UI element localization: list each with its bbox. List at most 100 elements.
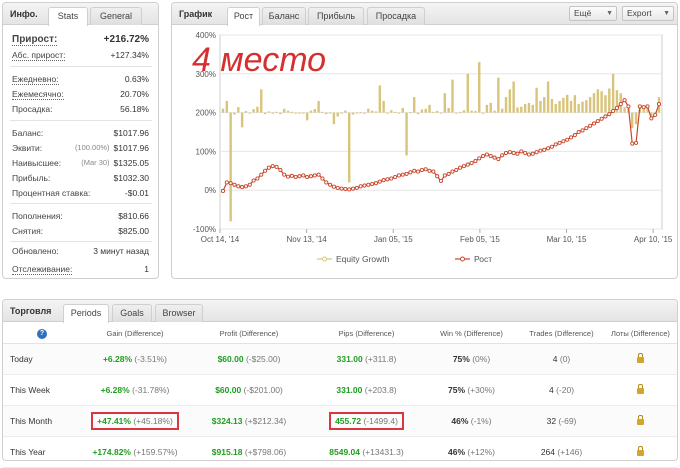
equity-bar <box>451 79 454 113</box>
legend-growth-marker <box>460 256 465 262</box>
equity-bar <box>221 108 225 113</box>
col-trades[interactable]: Trades (Difference) <box>519 324 604 344</box>
lock-icon[interactable] <box>637 352 644 363</box>
drawdown-value: 56.18% <box>120 104 149 114</box>
tab-profit[interactable]: Прибыль <box>308 7 364 25</box>
tab-goals[interactable]: Goals <box>112 304 152 322</box>
tab-periods[interactable]: Periods <box>63 304 109 323</box>
equity-bar <box>390 110 393 113</box>
col-profit[interactable]: Profit (Difference) <box>189 324 309 344</box>
growth-point <box>446 171 451 176</box>
growth-point <box>484 152 489 157</box>
export-label: Export <box>627 8 652 18</box>
tab-growth[interactable]: Рост <box>227 7 260 26</box>
tracking-link[interactable]: Отслеживание: <box>12 264 73 275</box>
tab-browser[interactable]: Browser <box>155 304 203 322</box>
equity-bar <box>531 104 534 113</box>
updated-label: Обновлено: <box>12 246 59 256</box>
highest-value: $1325.05 <box>113 158 149 168</box>
equity-bar <box>508 89 512 113</box>
win-value: 46% <box>447 446 465 457</box>
divider <box>10 241 152 242</box>
gain-cell: +47.41% (+45.18%) <box>81 405 189 437</box>
growth-point <box>324 180 329 185</box>
equity-bar <box>600 91 603 113</box>
equity-bar <box>256 106 259 113</box>
pips-value: 455.72 <box>335 415 362 426</box>
tab-general[interactable]: General <box>90 7 142 25</box>
win-value: 75% <box>452 353 470 364</box>
equity-bar <box>267 111 271 113</box>
growth-point <box>511 150 516 156</box>
equity-bar <box>646 106 649 113</box>
equity-bar <box>470 110 473 113</box>
equity-note: (100.00%) <box>74 143 110 152</box>
help-cell: ? <box>3 324 81 344</box>
y-tick-label: -100% <box>193 225 216 234</box>
equity-bar <box>642 107 645 113</box>
gain-diff: (-31.78%) <box>132 384 170 395</box>
col-gain[interactable]: Gain (Difference) <box>81 324 189 344</box>
equity-bar <box>282 108 286 113</box>
pips-diff: (+311.8) <box>365 353 397 364</box>
y-tick-label: 0% <box>204 186 216 195</box>
growth-point <box>634 140 639 145</box>
equity-bar <box>340 112 343 114</box>
growth-point <box>492 155 497 160</box>
growth-point <box>461 164 466 169</box>
tab-drawdown[interactable]: Просадка <box>367 7 425 25</box>
info-row-daily: Ежедневно: 0.63% <box>12 74 149 85</box>
growth-point <box>370 181 375 187</box>
export-dropdown[interactable]: Export ▼ <box>622 6 674 21</box>
growth-point <box>419 167 424 173</box>
equity-bar <box>462 110 466 113</box>
gain-value: +6.28% <box>102 353 133 364</box>
growth-point <box>595 119 600 124</box>
equity-bar <box>309 110 313 113</box>
tab-balance[interactable]: Баланс <box>262 7 306 25</box>
growth-point <box>588 123 593 128</box>
col-lots[interactable]: Лоты (Difference) <box>604 324 677 344</box>
divider <box>10 203 152 204</box>
equity-bar <box>248 112 251 114</box>
balance-value: $1017.96 <box>113 128 149 138</box>
equity-bar <box>504 97 508 113</box>
info-row-updated: Обновлено: 3 минут назад <box>12 246 149 256</box>
col-pips[interactable]: Pips (Difference) <box>309 324 424 344</box>
growth-point <box>653 112 658 117</box>
profit-cell: $60.00 (-$25.00) <box>189 343 309 375</box>
periods-table: ? Gain (Difference) Profit (Difference) … <box>3 324 677 468</box>
growth-point <box>614 105 619 110</box>
info-row-monthly: Ежемесячно: 20.70% <box>12 89 149 100</box>
info-panel-header: Инфо. Stats General <box>3 3 158 26</box>
growth-point <box>408 170 413 175</box>
interest-value: -$0.01 <box>124 188 149 198</box>
col-win[interactable]: Win % (Difference) <box>424 324 519 344</box>
equity-bar <box>225 100 229 113</box>
more-dropdown[interactable]: Ещё ▼ <box>569 6 617 21</box>
period-label: Today <box>3 343 81 375</box>
profit-value: $324.13 <box>211 415 243 426</box>
abs-gain-label: Абс. прирост: <box>12 50 66 61</box>
chart-panel-title: График <box>179 9 213 19</box>
equity-bar <box>252 109 255 113</box>
period-label: This Week <box>3 374 81 406</box>
gain-value: +174.82% <box>92 446 131 457</box>
help-icon[interactable]: ? <box>37 328 47 339</box>
equity-bar <box>650 112 653 117</box>
lock-icon[interactable] <box>637 383 644 394</box>
gain-value: +47.41% <box>97 415 131 426</box>
lock-icon[interactable] <box>637 414 644 425</box>
growth-point <box>603 114 608 119</box>
tab-stats[interactable]: Stats <box>48 7 88 26</box>
trading-panel: Торговля Periods Goals Browser ? Gain (D… <box>2 299 678 468</box>
growth-point <box>312 173 317 178</box>
growth-point <box>630 141 635 146</box>
lock-icon[interactable] <box>637 445 644 456</box>
equity-bar <box>313 109 316 113</box>
growth-point <box>366 182 371 187</box>
growth-point <box>496 157 501 162</box>
equity-bar <box>286 110 290 113</box>
gain-cell: +6.28% (-3.51%) <box>81 343 189 375</box>
equity-bar <box>608 88 611 113</box>
